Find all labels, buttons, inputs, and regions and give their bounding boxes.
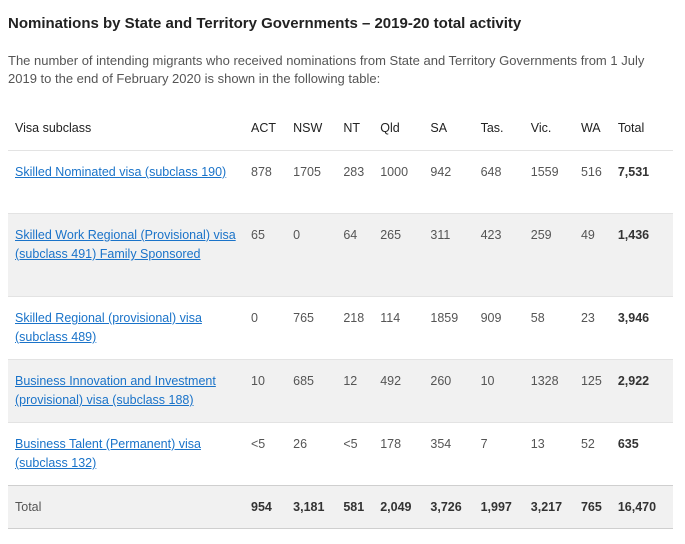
cell-sa: 942 bbox=[430, 165, 452, 179]
visa-link-489[interactable]: Skilled Regional (provisional) visa (sub… bbox=[15, 311, 202, 344]
cell-vic: 1559 bbox=[530, 165, 559, 179]
table-row: Skilled Nominated visa (subclass 190) 87… bbox=[8, 150, 673, 214]
total-label: Total bbox=[15, 499, 42, 514]
cell-nt: 64 bbox=[343, 228, 358, 242]
total-tas: 1,997 bbox=[480, 499, 512, 514]
cell-nsw: 1705 bbox=[293, 165, 321, 179]
cell-nt: 12 bbox=[343, 374, 358, 388]
header-visa-subclass: Visa subclass bbox=[15, 121, 92, 135]
table-row: Business Talent (Permanent) visa (subcla… bbox=[8, 422, 673, 486]
header-act: ACT bbox=[251, 121, 276, 135]
cell-tas: 909 bbox=[480, 311, 502, 325]
cell-total: 635 bbox=[617, 437, 639, 451]
cell-wa: 49 bbox=[580, 228, 595, 242]
cell-nt: 283 bbox=[343, 165, 365, 179]
table-row: Skilled Work Regional (Provisional) visa… bbox=[8, 213, 673, 297]
cell-qld: 1000 bbox=[380, 165, 409, 179]
cell-sa: 354 bbox=[430, 437, 452, 451]
cell-total: 1,436 bbox=[617, 228, 650, 242]
header-total: Total bbox=[617, 121, 645, 135]
header-wa: WA bbox=[580, 121, 601, 135]
cell-qld: 178 bbox=[380, 437, 402, 451]
cell-wa: 125 bbox=[580, 374, 602, 388]
table-header-row: Visa subclass ACT NSW NT Qld SA Tas. Vic… bbox=[8, 106, 673, 151]
cell-total: 2,922 bbox=[617, 374, 650, 388]
visa-cell: Skilled Work Regional (Provisional) visa… bbox=[8, 214, 247, 297]
visa-cell: Business Talent (Permanent) visa (subcla… bbox=[8, 423, 247, 486]
cell-wa: 516 bbox=[580, 165, 602, 179]
total-sa: 3,726 bbox=[430, 499, 462, 514]
cell-nsw: 0 bbox=[293, 228, 301, 242]
cell-qld: 114 bbox=[380, 311, 401, 325]
cell-vic: 58 bbox=[530, 311, 545, 325]
page-title: Nominations by State and Territory Gover… bbox=[8, 15, 522, 32]
cell-nsw: 765 bbox=[293, 311, 315, 325]
header-sa: SA bbox=[430, 121, 448, 135]
page: Nominations by State and Territory Gover… bbox=[8, 15, 673, 529]
cell-nsw: 685 bbox=[293, 374, 315, 388]
total-row: Total 954 3,181 581 2,049 3,726 1,997 3,… bbox=[8, 485, 673, 529]
cell-nsw: 26 bbox=[293, 437, 308, 451]
cell-vic: 1328 bbox=[530, 374, 559, 388]
visa-link-188[interactable]: Business Innovation and Investment (prov… bbox=[15, 374, 216, 407]
header-vic: Vic. bbox=[530, 121, 552, 135]
cell-act: <5 bbox=[251, 437, 266, 451]
cell-qld: 492 bbox=[380, 374, 402, 388]
header-qld: Qld bbox=[380, 121, 400, 135]
cell-sa: 260 bbox=[430, 374, 452, 388]
total-qld: 2,049 bbox=[380, 499, 412, 514]
cell-vic: 259 bbox=[530, 228, 552, 242]
header-tas: Tas. bbox=[480, 121, 504, 135]
cell-qld: 265 bbox=[380, 228, 402, 242]
cell-vic: 13 bbox=[530, 437, 545, 451]
visa-cell: Skilled Nominated visa (subclass 190) bbox=[8, 151, 247, 214]
intro-text: The number of intending migrants who rec… bbox=[8, 53, 645, 86]
cell-act: 65 bbox=[251, 228, 265, 242]
table-row: Business Innovation and Investment (prov… bbox=[8, 359, 673, 423]
cell-wa: 23 bbox=[580, 311, 595, 325]
cell-total: 3,946 bbox=[617, 311, 650, 325]
cell-nt: <5 bbox=[343, 437, 358, 451]
total-grand: 16,470 bbox=[617, 499, 657, 514]
cell-tas: 10 bbox=[480, 374, 495, 388]
visa-cell: Skilled Regional (provisional) visa (sub… bbox=[8, 297, 247, 360]
cell-sa: 1859 bbox=[430, 311, 459, 325]
total-vic: 3,217 bbox=[530, 499, 563, 514]
cell-act: 878 bbox=[251, 165, 272, 179]
header-nt: NT bbox=[343, 121, 361, 135]
cell-total: 7,531 bbox=[617, 165, 650, 179]
cell-wa: 52 bbox=[580, 437, 595, 451]
header-nsw: NSW bbox=[293, 121, 323, 135]
total-nsw: 3,181 bbox=[293, 499, 325, 514]
cell-tas: 648 bbox=[480, 165, 502, 179]
cell-act: 0 bbox=[251, 311, 258, 325]
nominations-table: Visa subclass ACT NSW NT Qld SA Tas. Vic… bbox=[8, 106, 673, 529]
cell-tas: 7 bbox=[480, 437, 488, 451]
total-nt: 581 bbox=[343, 499, 365, 514]
total-act: 954 bbox=[251, 499, 272, 514]
cell-sa: 311 bbox=[430, 228, 451, 242]
cell-nt: 218 bbox=[343, 311, 365, 325]
visa-link-491[interactable]: Skilled Work Regional (Provisional) visa… bbox=[15, 228, 236, 261]
total-wa: 765 bbox=[580, 499, 602, 514]
table-row: Skilled Regional (provisional) visa (sub… bbox=[8, 296, 673, 360]
cell-tas: 423 bbox=[480, 228, 502, 242]
cell-act: 10 bbox=[251, 374, 265, 388]
visa-cell: Business Innovation and Investment (prov… bbox=[8, 360, 247, 423]
visa-link-190[interactable]: Skilled Nominated visa (subclass 190) bbox=[15, 165, 227, 179]
visa-link-132[interactable]: Business Talent (Permanent) visa (subcla… bbox=[15, 437, 201, 470]
